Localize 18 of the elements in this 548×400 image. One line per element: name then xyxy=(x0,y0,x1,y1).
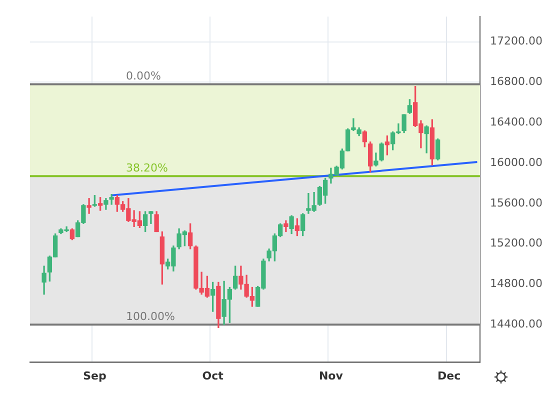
x-tick-label: Nov xyxy=(318,369,344,382)
y-tick-label: 15600.00 xyxy=(490,196,542,210)
annotation: 0.00% xyxy=(126,70,161,83)
y-tick-label: 16800.00 xyxy=(490,75,542,88)
y-tick-label: 15200.00 xyxy=(490,236,542,250)
x-tick-label: Oct xyxy=(202,369,224,382)
annotation: 100.00% xyxy=(126,310,175,323)
y-tick-label: 14400.00 xyxy=(490,317,542,330)
candlestick xyxy=(109,194,114,205)
candlestick xyxy=(86,198,92,214)
y-tick-label: 17200.00 xyxy=(490,34,542,48)
y-tick-label: 14800.00 xyxy=(490,277,542,290)
candlestick xyxy=(148,211,154,224)
y-tick-label: 16400.00 xyxy=(490,116,542,129)
annotation: 38.20% xyxy=(126,161,168,174)
x-tick-label: Dec xyxy=(438,369,461,382)
x-tick-label: Sep xyxy=(83,369,106,382)
y-tick-label: 16000.00 xyxy=(490,156,542,169)
